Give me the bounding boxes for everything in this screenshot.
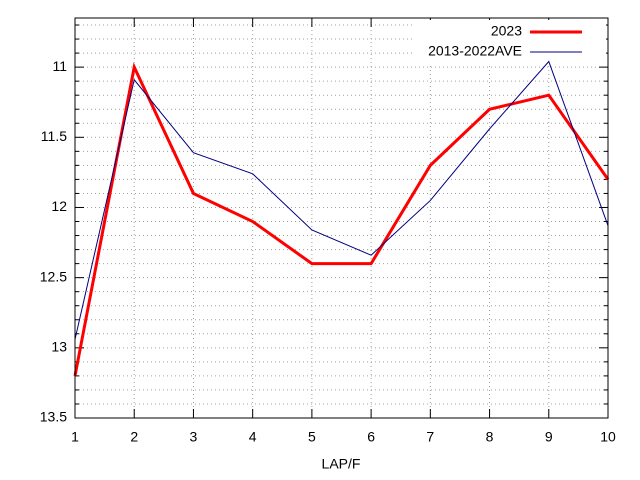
series-line: [74, 60, 609, 340]
x-tick-label: 8: [486, 429, 494, 445]
y-tick-label: 12.5: [40, 268, 67, 284]
y-tick-label: 12: [51, 198, 67, 214]
x-axis-label: LAP/F: [322, 456, 361, 472]
legend-label: 2023: [491, 23, 522, 39]
x-tick-label: 9: [545, 429, 553, 445]
plot-border: [74, 17, 609, 419]
legend-box: [415, 20, 606, 66]
y-tick-label: 11.5: [41, 128, 67, 144]
x-tick-label: 2: [130, 429, 138, 445]
y-tick-label: 13.5: [40, 409, 67, 425]
x-tick-label: 4: [249, 429, 257, 445]
x-tick-label: 3: [190, 429, 198, 445]
series-line: [73, 62, 610, 377]
x-tick-label: 7: [426, 429, 434, 445]
y-tick-label: 11: [52, 58, 67, 74]
x-tick-label: 1: [71, 429, 79, 445]
x-tick-label: 5: [308, 429, 316, 445]
y-tick-label: 13: [51, 339, 67, 355]
x-tick-label: 10: [600, 429, 616, 445]
x-tick-label: 6: [367, 429, 375, 445]
legend-label: 2013-2022AVE: [428, 43, 522, 59]
